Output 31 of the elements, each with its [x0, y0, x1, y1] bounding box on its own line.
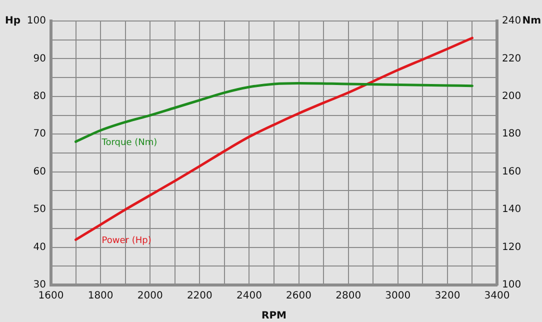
y2-tick-label: 180 [502, 128, 522, 140]
series-label: Power (Hp) [102, 236, 152, 246]
x-tick-label: 2400 [236, 290, 262, 302]
x-tick-label: 3000 [385, 290, 411, 302]
x-tick-label: 3400 [484, 290, 510, 302]
x-tick-label: 1600 [38, 290, 64, 302]
y-tick-label: 50 [33, 204, 46, 216]
y-tick-label: 90 [33, 53, 46, 64]
y-axis-title: Hp [5, 16, 21, 27]
series-label: Torque (Nm) [100, 138, 158, 148]
x-tick-label: 2600 [286, 290, 312, 302]
x-tick-label: 2000 [137, 290, 163, 302]
x-tick-label: 1800 [88, 290, 114, 302]
y-tick-label: 60 [33, 166, 46, 178]
y2-tick-label: 100 [502, 280, 522, 291]
x-axis-title: RPM [262, 310, 287, 322]
y2-tick-label: 140 [502, 204, 522, 216]
y2-tick-label: 200 [502, 91, 522, 102]
x-tick-label: 3200 [434, 290, 460, 302]
y2-tick-label: 220 [502, 53, 522, 64]
y2-axis-title: Nm [522, 16, 541, 27]
y-tick-label: 100 [26, 16, 46, 27]
y-tick-label: 80 [33, 91, 46, 102]
y-tick-label: 70 [33, 128, 46, 140]
x-tick-label: 2800 [336, 290, 362, 302]
x-tick-label: 2200 [186, 290, 212, 302]
y2-tick-label: 160 [502, 166, 522, 178]
y-tick-label: 30 [33, 280, 46, 291]
y2-tick-label: 240 [502, 16, 522, 27]
y2-tick-label: 120 [502, 242, 522, 253]
y-tick-label: 40 [33, 242, 46, 253]
